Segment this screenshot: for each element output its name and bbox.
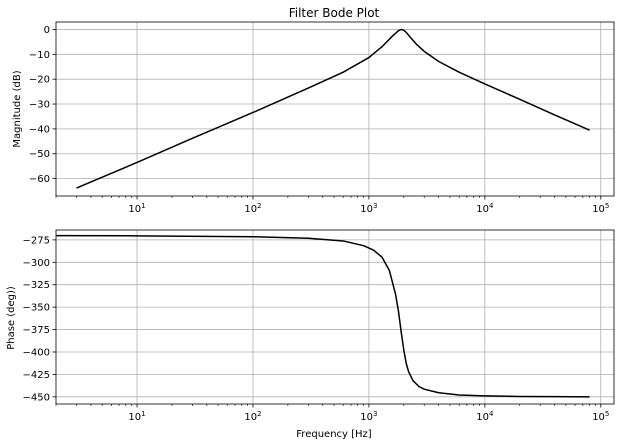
magnitude-y-tick-label: −40 [29, 124, 50, 135]
magnitude-y-tick-label: −10 [29, 50, 50, 61]
phase-x-tick-label: 104 [476, 410, 494, 423]
tick-label-base: 10 [476, 204, 489, 215]
phase-y-axis-title: Phase (deg)) [6, 286, 17, 350]
magnitude-x-tick-label: 102 [244, 202, 261, 215]
magnitude-x-tick-label: 101 [128, 202, 145, 215]
magnitude-x-tick-label: 105 [592, 202, 609, 215]
tick-label-exponent: 1 [141, 410, 145, 418]
phase-y-tick-label: −350 [23, 303, 50, 314]
tick-label-exponent: 3 [373, 410, 377, 418]
tick-label-base: 10 [128, 204, 141, 215]
phase-y-tick-label: −375 [23, 325, 50, 336]
magnitude-y-tick-label: −60 [29, 174, 50, 185]
tick-label-exponent: 2 [257, 202, 261, 210]
tick-label-base: 10 [128, 412, 141, 423]
magnitude-y-axis-title: Magnitude (dB) [12, 70, 23, 147]
tick-label-exponent: 2 [257, 410, 261, 418]
phase-x-tick-label: 101 [128, 410, 145, 423]
magnitude-x-tick-label: 103 [360, 202, 377, 215]
tick-label-base: 10 [360, 204, 373, 215]
chart-title: Filter Bode Plot [289, 6, 380, 20]
phase-plot-frame [55, 229, 615, 405]
phase-subplot: Phase (deg)) Frequency [Hz] 101 102 103 104… [6, 229, 615, 440]
phase-y-tick-label: −425 [23, 370, 50, 381]
tick-label-base: 10 [476, 412, 489, 423]
tick-label-exponent: 1 [141, 202, 145, 210]
phase-y-tick-label: −325 [23, 280, 50, 291]
phase-x-tick-label: 102 [244, 410, 261, 423]
magnitude-grid [56, 22, 614, 196]
phase-y-tick-label: −300 [23, 258, 50, 269]
magnitude-y-tick-label: −50 [29, 149, 50, 160]
tick-label-exponent: 4 [489, 202, 494, 210]
magnitude-y-tick-label: −20 [29, 75, 50, 86]
tick-label-base: 10 [244, 412, 257, 423]
phase-y-tick-label: −275 [23, 235, 50, 246]
phase-line-layer [55, 234, 590, 398]
phase-x-tick-label: 105 [592, 410, 609, 423]
magnitude-line-layer [76, 28, 590, 189]
phase-y-tick-label: −450 [23, 392, 50, 403]
tick-label-base: 10 [592, 204, 605, 215]
tick-label-base: 10 [244, 204, 257, 215]
magnitude-subplot: Filter Bode Plot Magnitude (dB) 101 102 10… [12, 6, 615, 215]
magnitude-x-tick-label: 104 [476, 202, 494, 215]
tick-label-exponent: 5 [605, 410, 609, 418]
frequency-x-axis-title: Frequency [Hz] [296, 429, 372, 440]
tick-label-exponent: 3 [373, 202, 377, 210]
tick-label-exponent: 5 [605, 202, 609, 210]
phase-ticks: 101 102 103 104 105−275−300−325−350−375−400−… [23, 235, 610, 423]
magnitude-y-tick-label: 0 [44, 25, 50, 36]
phase-x-tick-label: 103 [360, 410, 377, 423]
magnitude-response-line [76, 28, 590, 189]
tick-label-base: 10 [360, 412, 373, 423]
magnitude-plot-frame [55, 21, 615, 197]
tick-label-exponent: 4 [489, 410, 494, 418]
magnitude-y-tick-label: −30 [29, 100, 50, 111]
phase-y-tick-label: −400 [23, 347, 50, 358]
phase-response-line [55, 234, 590, 398]
tick-label-base: 10 [592, 412, 605, 423]
